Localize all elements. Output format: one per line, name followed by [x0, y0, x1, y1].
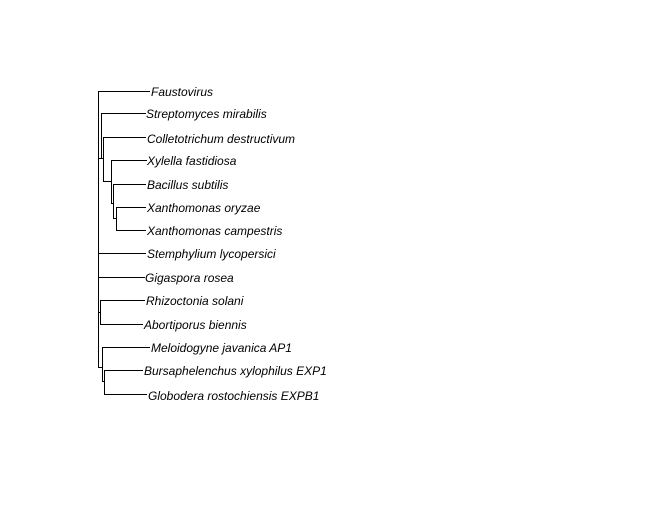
leaf-label: Xanthomonas oryzae [146, 201, 261, 215]
leaf-label: Abortiporus biennis [143, 318, 247, 332]
leaf-label: Colletotrichum destructivum [147, 132, 295, 146]
leaf-label: Streptomyces mirabilis [146, 107, 267, 121]
leaf-label: Rhizoctonia solani [146, 294, 244, 308]
tree-leaf-labels: Faustovirus Streptomyces mirabilis Colle… [143, 85, 327, 403]
leaf-label: Faustovirus [151, 85, 213, 99]
leaf-label: Meloidogyne javanica AP1 [151, 341, 292, 355]
leaf-label: Stemphylium lycopersici [147, 247, 276, 261]
leaf-label: Gigaspora rosea [145, 271, 234, 285]
leaf-label: Bursaphelenchus xylophilus EXP1 [144, 364, 327, 378]
leaf-label: Xanthomonas campestris [146, 224, 282, 238]
leaf-label: Bacillus subtilis [147, 178, 228, 192]
tree-branches [98, 91, 150, 395]
leaf-label: Xylella fastidiosa [146, 154, 237, 168]
leaf-label: Globodera rostochiensis EXPB1 [148, 389, 319, 403]
